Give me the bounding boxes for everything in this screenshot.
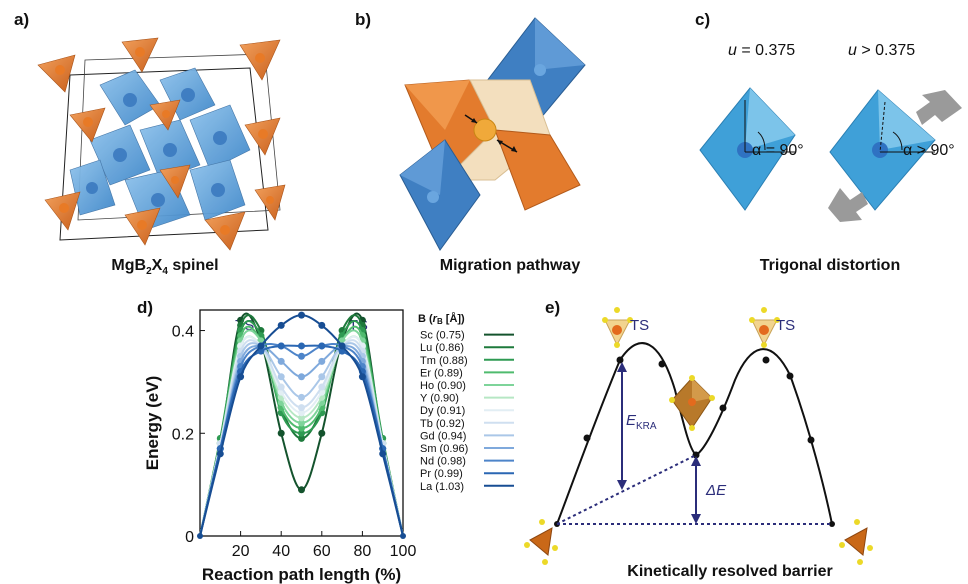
- ts-left-label: TS: [630, 317, 650, 334]
- data-point: [318, 383, 326, 391]
- data-point: [298, 429, 305, 437]
- legend-entry-label: Y (0.90): [420, 393, 459, 405]
- angle-equal-label: α = 90°: [752, 142, 804, 159]
- data-point: [318, 373, 326, 381]
- data-point: [298, 373, 305, 381]
- chart-axes: 0 0.2 0.4 20 40 60 80 100 Reaction path length (…: [143, 309, 417, 584]
- data-point: [277, 383, 285, 391]
- panel-e-label: e): [545, 298, 561, 317]
- y-tick-label: 0.4: [172, 324, 194, 341]
- data-point: [358, 373, 366, 381]
- ts-right-label: TS: [776, 317, 796, 334]
- legend-entry-label: Ho (0.90): [420, 380, 466, 392]
- legend-entry-label: Dy (0.91): [420, 405, 465, 417]
- legend-entry-label: Tb (0.92): [420, 418, 465, 430]
- spinel-structure-illustration: [37, 37, 286, 251]
- panel-e-caption: Kinetically resolved barrier: [627, 563, 833, 580]
- x-tick-label: 40: [272, 543, 290, 560]
- x-tick-label: 20: [232, 543, 250, 560]
- data-point: [298, 424, 305, 432]
- legend-entry-label: Pr (0.99): [420, 468, 463, 480]
- data-point: [298, 404, 305, 412]
- legend-entry-label: Er (0.89): [420, 367, 463, 379]
- data-point: [257, 342, 265, 350]
- energy-profile-chart: 0 0.2 0.4 20 40 60 80 100 Reaction path length (…: [143, 309, 514, 584]
- data-point: [298, 419, 305, 427]
- x-axis-label: Reaction path length (%): [202, 565, 401, 584]
- legend-entry-label: Lu (0.86): [420, 342, 464, 354]
- data-point: [379, 450, 387, 458]
- data-point: [298, 352, 305, 360]
- tetrahedron-icon: [602, 307, 633, 348]
- kinetically-resolved-barrier-illustration: [524, 307, 873, 565]
- data-point: [298, 342, 305, 350]
- ekra-label: EKRA: [626, 412, 657, 432]
- data-point: [237, 373, 245, 381]
- data-point: [318, 357, 326, 365]
- data-point: [298, 393, 305, 401]
- angle-greater-label: α > 90°: [903, 142, 955, 159]
- data-point: [298, 311, 305, 319]
- data-point: [298, 434, 305, 442]
- y-tick-label: 0.2: [172, 426, 194, 443]
- data-point: [197, 533, 203, 539]
- panel-a-caption: MgB2X4 spinel: [111, 257, 219, 278]
- legend-entry-label: Tm (0.88): [420, 355, 468, 367]
- chart-series: [197, 311, 406, 539]
- data-point: [216, 450, 224, 458]
- panel-c-caption: Trigonal distortion: [759, 257, 901, 274]
- trigonal-distortion-illustration: [699, 87, 962, 222]
- data-point: [298, 409, 305, 417]
- data-point: [318, 429, 326, 437]
- data-point: [277, 429, 285, 437]
- data-point: [298, 486, 305, 494]
- u-equal-label: u = 0.375: [728, 42, 796, 59]
- legend-entry-label: Nd (0.98): [420, 456, 466, 468]
- panel-b-label: b): [355, 10, 372, 29]
- x-tick-label: 80: [354, 543, 372, 560]
- plot-frame: [199, 309, 404, 537]
- y-tick-label: 0: [185, 529, 194, 546]
- data-point: [277, 321, 285, 329]
- migration-pathway-illustration: [399, 17, 586, 251]
- panel-a-label: a): [14, 10, 30, 29]
- panel-c-label: c): [695, 10, 711, 29]
- data-point: [277, 373, 285, 381]
- u-greater-label: u > 0.375: [848, 42, 916, 59]
- data-point: [298, 414, 305, 422]
- x-tick-label: 100: [390, 543, 417, 560]
- y-axis-label: Energy (eV): [143, 376, 162, 470]
- legend-entry-label: Sc (0.75): [420, 330, 465, 342]
- data-point: [338, 342, 346, 350]
- panel-d-label: d): [137, 298, 154, 317]
- x-tick-label: 60: [313, 543, 331, 560]
- data-point: [400, 533, 406, 539]
- data-point: [318, 321, 326, 329]
- legend-title: B (rB [Å]): [418, 312, 465, 326]
- panel-b-caption: Migration pathway: [439, 257, 581, 274]
- legend-entry-label: Sm (0.96): [420, 443, 468, 455]
- data-point: [277, 342, 285, 350]
- chart-legend: B (rB [Å]) Sc (0.75)Lu (0.86)Tm (0.88)Er …: [418, 312, 514, 493]
- legend-entry-label: La (1.03): [420, 481, 464, 493]
- data-point: [277, 357, 285, 365]
- delta-e-label: ΔE: [706, 482, 727, 499]
- legend-entry-label: Gd (0.94): [420, 430, 466, 442]
- data-point: [318, 342, 326, 350]
